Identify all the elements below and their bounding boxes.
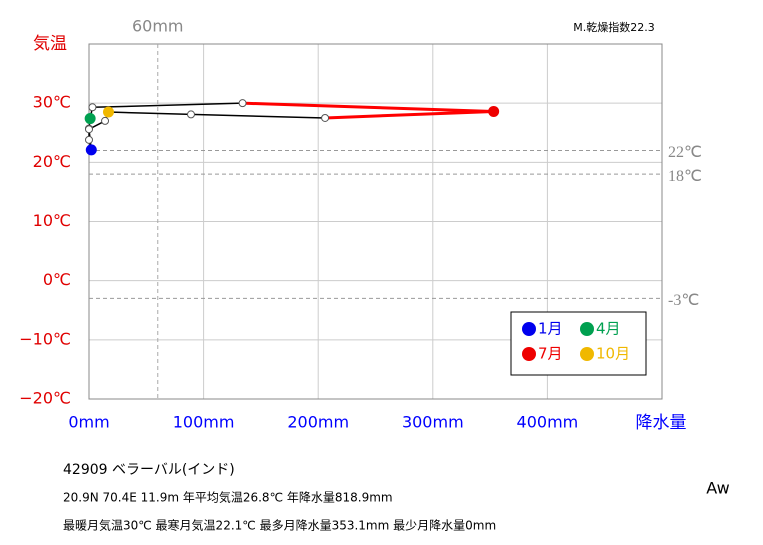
month-point: [85, 135, 93, 144]
y-axis-title: 気温: [33, 34, 67, 54]
month-point: [101, 116, 110, 125]
station-info: 20.9N 70.4E 11.9m 年平均気温26.8℃ 年降水量818.9mm: [63, 490, 393, 505]
y-tick-label: 10℃: [33, 211, 71, 230]
station-name: 42909 ベラーバル(インド): [63, 462, 235, 478]
x-tick-label: 200mm: [287, 413, 349, 432]
dryness-index: M.乾燥指数22.3: [573, 20, 654, 34]
y-tick-label: −10℃: [19, 329, 71, 348]
legend-label: 4月: [596, 320, 621, 338]
x-axis-title: 降水量: [636, 413, 687, 433]
x-tick-label: 0mm: [68, 413, 109, 432]
month-point: [321, 113, 330, 122]
x-tick-label: 400mm: [517, 413, 579, 432]
y-tick-label: 30℃: [33, 93, 71, 112]
reference-label: 60mm: [132, 17, 184, 36]
legend-label: 1月: [538, 320, 563, 338]
month-point: [88, 103, 97, 112]
climate-line: [108, 111, 192, 116]
y-tick-label: −20℃: [19, 389, 71, 408]
legend-marker: [580, 347, 594, 361]
reference-label: 22℃: [668, 144, 702, 161]
x-tick-label: 100mm: [173, 413, 235, 432]
month-point: [186, 110, 195, 119]
climate-class: Aw: [706, 479, 729, 498]
climate-line: [190, 113, 326, 119]
reference-label: -3℃: [668, 292, 699, 309]
legend-marker: [522, 347, 536, 361]
reference-label: 18℃: [668, 168, 702, 185]
month-point: [85, 144, 97, 156]
x-tick-label: 300mm: [402, 413, 464, 432]
climate-line: [325, 109, 494, 120]
y-tick-label: 20℃: [33, 152, 71, 171]
y-tick-label: 0℃: [43, 270, 71, 289]
station-extremes: 最暖月気温30℃ 最寒月気温22.1℃ 最多月降水量353.1mm 最少月降水量…: [63, 518, 496, 533]
month-point: [102, 106, 114, 118]
legend-marker: [580, 322, 594, 336]
climate-line: [242, 101, 494, 113]
month-point: [488, 105, 500, 117]
plot-border: [88, 43, 663, 400]
climate-line: [92, 102, 243, 109]
legend-label: 10月: [596, 345, 630, 363]
legend-marker: [522, 322, 536, 336]
month-point: [84, 113, 96, 125]
month-point: [238, 99, 247, 108]
month-point: [85, 125, 93, 134]
legend-box: [510, 311, 647, 376]
legend-label: 7月: [538, 345, 563, 363]
